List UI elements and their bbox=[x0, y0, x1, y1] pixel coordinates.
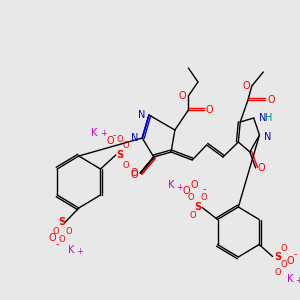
Text: S: S bbox=[194, 202, 201, 212]
Text: O: O bbox=[179, 91, 186, 101]
Text: O: O bbox=[286, 256, 294, 266]
Text: O: O bbox=[281, 260, 287, 269]
Text: O: O bbox=[52, 227, 59, 236]
Text: O: O bbox=[48, 233, 56, 243]
Text: N: N bbox=[138, 110, 145, 120]
Text: O: O bbox=[274, 268, 281, 277]
Text: O: O bbox=[281, 244, 287, 253]
Text: S: S bbox=[58, 217, 65, 227]
Text: N: N bbox=[131, 133, 138, 143]
Text: -: - bbox=[202, 184, 206, 194]
Text: K: K bbox=[68, 245, 74, 255]
Text: O: O bbox=[116, 134, 123, 143]
Text: O: O bbox=[131, 168, 138, 178]
Text: -: - bbox=[112, 130, 116, 140]
Text: O: O bbox=[131, 170, 138, 180]
Text: S: S bbox=[116, 150, 123, 160]
Text: +: + bbox=[100, 128, 107, 137]
Text: O: O bbox=[267, 95, 275, 105]
Text: O: O bbox=[58, 236, 65, 244]
Text: O: O bbox=[258, 163, 265, 173]
Text: O: O bbox=[191, 181, 198, 190]
Text: K: K bbox=[92, 128, 98, 138]
Text: O: O bbox=[201, 193, 207, 202]
Text: O: O bbox=[122, 140, 129, 149]
Text: O: O bbox=[189, 211, 196, 220]
Text: K: K bbox=[168, 181, 175, 190]
Text: +: + bbox=[177, 183, 184, 192]
Text: O: O bbox=[242, 81, 250, 91]
Text: N: N bbox=[259, 113, 266, 123]
Text: +: + bbox=[295, 276, 300, 285]
Text: O: O bbox=[187, 193, 194, 202]
Text: -: - bbox=[294, 250, 297, 260]
Text: +: + bbox=[76, 248, 83, 256]
Text: K: K bbox=[287, 274, 293, 284]
Text: O: O bbox=[122, 160, 129, 169]
Text: N: N bbox=[264, 132, 272, 142]
Text: -: - bbox=[56, 239, 59, 249]
Text: O: O bbox=[206, 105, 213, 115]
Text: O: O bbox=[106, 136, 114, 146]
Text: O: O bbox=[183, 187, 190, 196]
Text: O: O bbox=[66, 227, 73, 236]
Text: S: S bbox=[274, 251, 281, 262]
Text: H: H bbox=[265, 113, 273, 123]
